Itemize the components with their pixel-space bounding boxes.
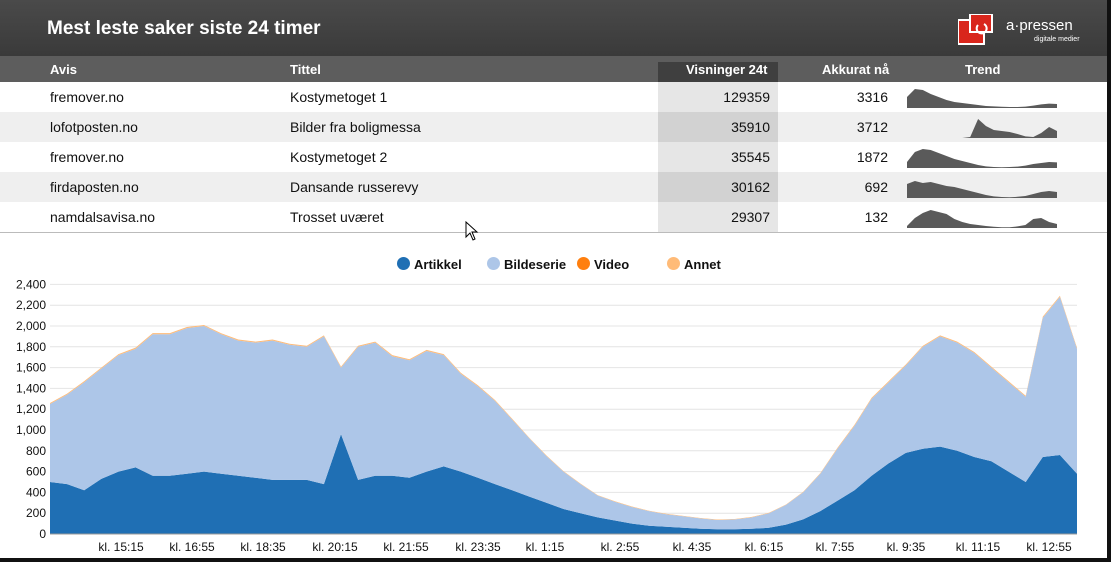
cell-avis[interactable]: firdaposten.no <box>50 179 139 195</box>
logo-subtext: digitale medier <box>1034 36 1080 43</box>
y-tick-label: 0 <box>39 527 46 541</box>
table-header: Avis Tittel Visninger 24t Akkurat nå Tre… <box>0 56 1107 88</box>
cell-tittel[interactable]: Bilder fra boligmessa <box>290 119 421 135</box>
views-cell-bg <box>658 172 778 202</box>
a-pressen-logo: a·pressen digitale medier <box>958 12 1098 48</box>
cell-akkurat: 3316 <box>856 89 888 105</box>
trend-sparkline <box>907 181 1057 198</box>
trend-sparkline <box>907 149 1057 168</box>
y-tick-label: 200 <box>26 506 46 520</box>
x-tick-label: kl. 16:55 <box>169 540 215 554</box>
sparkline-area <box>907 210 1057 228</box>
page-title: Mest leste saker siste 24 timer <box>47 18 321 39</box>
logo-text: a·pressen <box>1006 17 1073 34</box>
x-tick-label: kl. 12:55 <box>1026 540 1072 554</box>
legend-label[interactable]: Artikkel <box>414 257 462 272</box>
cell-tittel[interactable]: Trosset uværet <box>290 209 384 225</box>
x-tick-label: kl. 1:15 <box>526 540 565 554</box>
y-tick-label: 1,600 <box>16 361 46 375</box>
legend-label[interactable]: Annet <box>684 257 721 272</box>
table-row[interactable]: fremover.no Kostymetoget 2 35545 1872 <box>0 142 1107 172</box>
table-row[interactable]: lofotposten.no Bilder fra boligmessa 35910… <box>0 112 1107 142</box>
legend-marker <box>487 257 500 270</box>
cell-avis[interactable]: fremover.no <box>50 89 124 105</box>
column-header-tittel[interactable]: Tittel <box>290 62 321 77</box>
cell-visninger: 29307 <box>731 209 770 225</box>
header-bar: Mest leste saker siste 24 timer a·presse… <box>0 0 1107 56</box>
y-tick-label: 2,000 <box>16 319 46 333</box>
traffic-area-chart: 0 200 400 600 800 1,000 1,200 1,400 1,600 1,800 2,… <box>16 277 1077 554</box>
cell-visninger: 35545 <box>731 149 770 165</box>
x-tick-label: kl. 9:35 <box>887 540 926 554</box>
column-header-trend: Trend <box>965 62 1001 77</box>
y-tick-label: 800 <box>26 444 46 458</box>
cell-akkurat: 1872 <box>856 149 888 165</box>
x-tick-label: kl. 6:15 <box>745 540 784 554</box>
cell-tittel[interactable]: Dansande russerevy <box>290 179 419 195</box>
y-tick-label: 1,200 <box>16 402 46 416</box>
sparkline-area <box>907 149 1057 168</box>
x-tick-label: kl. 11:15 <box>956 540 1001 554</box>
x-tick-label: kl. 7:55 <box>816 540 855 554</box>
y-tick-label: 1,000 <box>16 423 46 437</box>
cell-visninger: 30162 <box>731 179 770 195</box>
legend-label[interactable]: Bildeserie <box>504 257 567 272</box>
y-tick-label: 400 <box>26 485 46 499</box>
trend-sparkline <box>907 119 1057 138</box>
cell-tittel[interactable]: Kostymetoget 2 <box>290 149 388 165</box>
table-row[interactable]: firdaposten.no Dansande russerevy 30162 692 <box>0 172 1107 202</box>
column-header-avis[interactable]: Avis <box>50 62 77 77</box>
sparkline-area <box>907 181 1057 198</box>
table-row[interactable]: namdalsavisa.no Trosset uværet 29307 132 <box>0 202 1107 232</box>
cell-avis[interactable]: namdalsavisa.no <box>50 209 156 225</box>
legend-marker <box>397 257 410 270</box>
views-cell-bg <box>658 202 778 232</box>
trend-sparkline <box>907 210 1057 228</box>
cell-tittel[interactable]: Kostymetoget 1 <box>290 89 388 105</box>
cell-akkurat: 692 <box>864 179 888 195</box>
x-tick-label: kl. 23:35 <box>455 540 501 554</box>
cell-avis[interactable]: fremover.no <box>50 149 124 165</box>
cell-akkurat: 132 <box>864 209 888 225</box>
y-tick-label: 1,800 <box>16 340 46 354</box>
cell-visninger: 35910 <box>731 119 770 135</box>
cell-akkurat: 3712 <box>856 119 888 135</box>
legend-marker <box>667 257 680 270</box>
views-cell-bg <box>658 142 778 172</box>
sparkline-area <box>907 119 1057 138</box>
column-header-visninger[interactable]: Visninger 24t <box>686 62 768 77</box>
x-tick-label: kl. 18:35 <box>240 540 286 554</box>
column-header-akkurat[interactable]: Akkurat nå <box>822 62 890 77</box>
cell-visninger: 129359 <box>723 89 770 105</box>
logo-mark-icon <box>958 14 993 45</box>
y-tick-label: 2,400 <box>16 277 46 291</box>
legend-marker <box>577 257 590 270</box>
x-tick-label: kl. 4:35 <box>673 540 712 554</box>
table-row[interactable]: fremover.no Kostymetoget 1 129359 3316 <box>0 82 1107 112</box>
legend-label[interactable]: Video <box>594 257 630 272</box>
area-series-artikkel[interactable] <box>50 434 1077 534</box>
x-tick-label: kl. 15:15 <box>98 540 144 554</box>
x-tick-label: kl. 20:15 <box>312 540 358 554</box>
trend-sparkline <box>907 89 1057 108</box>
sparkline-area <box>907 89 1057 108</box>
x-tick-label: kl. 21:55 <box>383 540 429 554</box>
views-cell-bg <box>658 112 778 142</box>
views-cell-bg <box>658 82 778 112</box>
area-series-bildeserie[interactable] <box>50 296 1077 530</box>
mouse-cursor-icon <box>465 221 479 241</box>
y-tick-label: 600 <box>26 465 46 479</box>
cell-avis[interactable]: lofotposten.no <box>50 119 138 135</box>
table-divider <box>0 232 1107 233</box>
y-tick-label: 2,200 <box>16 298 46 312</box>
y-tick-label: 1,400 <box>16 381 46 395</box>
x-tick-label: kl. 2:55 <box>601 540 640 554</box>
